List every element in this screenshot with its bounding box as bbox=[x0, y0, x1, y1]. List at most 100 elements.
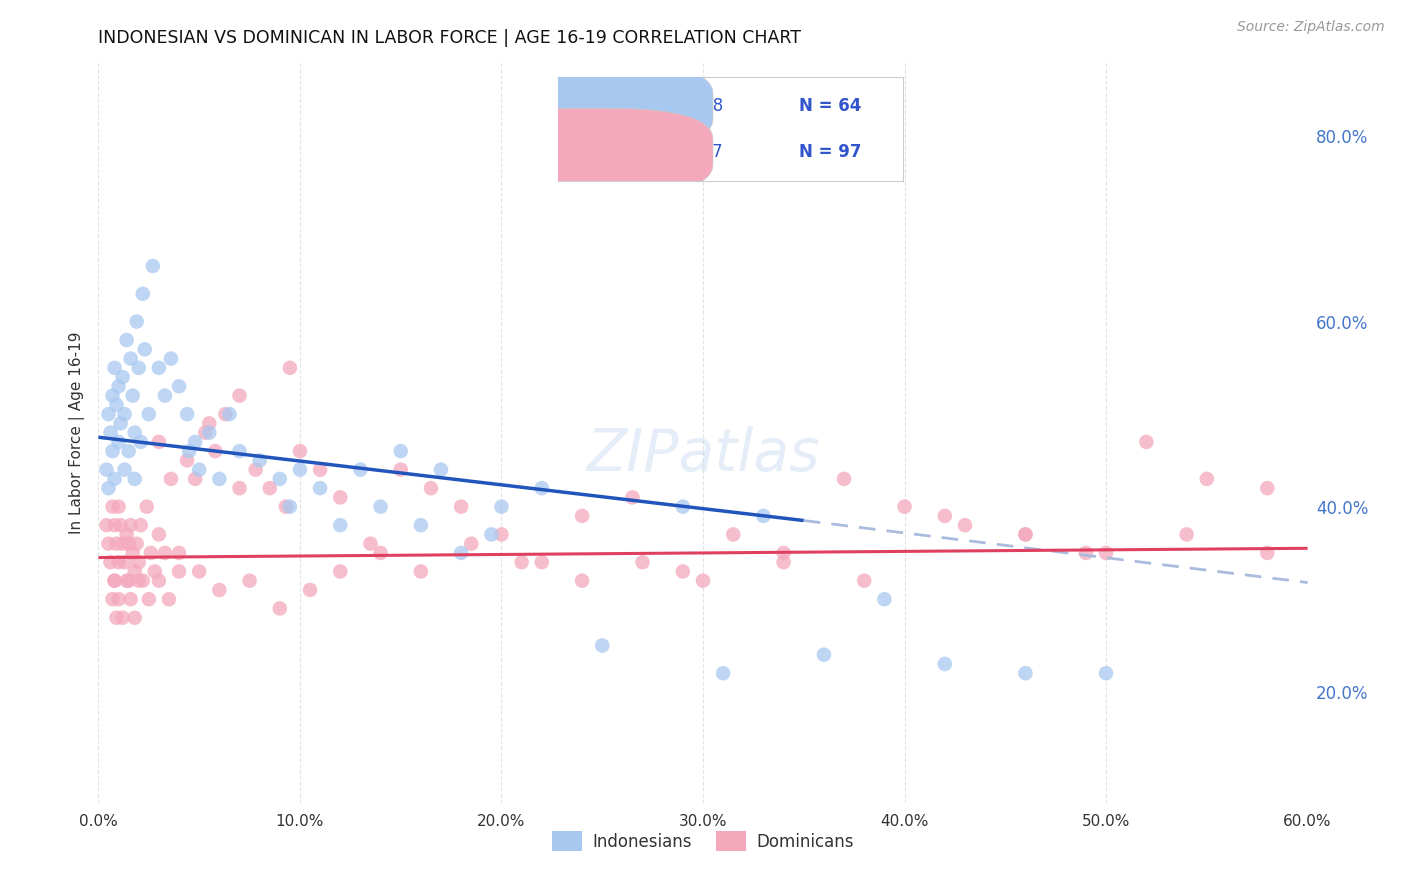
Point bbox=[111, 610, 134, 624]
Point bbox=[107, 434, 129, 449]
Point bbox=[934, 508, 956, 523]
Point bbox=[120, 592, 142, 607]
Point bbox=[121, 389, 143, 403]
Y-axis label: In Labor Force | Age 16-19: In Labor Force | Age 16-19 bbox=[69, 331, 84, 534]
Point bbox=[269, 601, 291, 615]
Point bbox=[198, 425, 221, 440]
Point bbox=[100, 425, 122, 440]
Point bbox=[1135, 434, 1157, 449]
Point bbox=[1014, 666, 1036, 681]
Point bbox=[228, 389, 250, 403]
Point bbox=[208, 472, 231, 486]
Point bbox=[105, 398, 128, 412]
Point bbox=[571, 508, 593, 523]
Point bbox=[132, 286, 155, 301]
Point bbox=[530, 555, 553, 569]
Point bbox=[329, 518, 352, 533]
Point bbox=[153, 389, 176, 403]
Point bbox=[128, 360, 150, 375]
Point bbox=[299, 582, 322, 597]
Point bbox=[96, 518, 118, 533]
Point bbox=[460, 536, 482, 550]
Point bbox=[110, 417, 132, 431]
Point bbox=[103, 574, 125, 588]
Point bbox=[134, 343, 156, 357]
Point bbox=[288, 462, 311, 476]
Point bbox=[1014, 527, 1036, 541]
Point bbox=[176, 407, 198, 421]
Point bbox=[115, 527, 138, 541]
Point bbox=[107, 379, 129, 393]
Point bbox=[329, 565, 352, 579]
Point bbox=[813, 648, 835, 662]
Point bbox=[370, 546, 392, 560]
Point bbox=[360, 536, 382, 550]
Point bbox=[389, 444, 412, 458]
Point bbox=[249, 453, 271, 467]
Point bbox=[115, 574, 138, 588]
Point bbox=[274, 500, 297, 514]
Point bbox=[510, 555, 533, 569]
Point bbox=[103, 472, 125, 486]
Point bbox=[148, 434, 170, 449]
Point bbox=[772, 555, 794, 569]
Point bbox=[278, 360, 301, 375]
Point bbox=[97, 407, 120, 421]
Point bbox=[288, 444, 311, 458]
Point bbox=[157, 592, 180, 607]
Point bbox=[132, 574, 155, 588]
Point bbox=[97, 481, 120, 495]
Point bbox=[139, 546, 162, 560]
Point bbox=[672, 565, 695, 579]
Point bbox=[148, 574, 170, 588]
Point bbox=[128, 555, 150, 569]
Point bbox=[118, 574, 141, 588]
Point bbox=[1074, 546, 1097, 560]
Point bbox=[1195, 472, 1218, 486]
Point bbox=[184, 472, 207, 486]
Point bbox=[772, 546, 794, 560]
Point bbox=[97, 536, 120, 550]
Point bbox=[124, 610, 146, 624]
Point bbox=[1256, 546, 1278, 560]
Point bbox=[103, 360, 125, 375]
Point bbox=[118, 536, 141, 550]
Point bbox=[101, 389, 124, 403]
Point bbox=[214, 407, 236, 421]
Point bbox=[125, 314, 148, 328]
Point bbox=[1095, 666, 1118, 681]
Point bbox=[129, 434, 152, 449]
Point bbox=[430, 462, 453, 476]
Point bbox=[103, 518, 125, 533]
Point bbox=[259, 481, 281, 495]
Point bbox=[160, 351, 183, 366]
Point bbox=[167, 546, 190, 560]
Point bbox=[118, 444, 141, 458]
Point bbox=[491, 527, 513, 541]
Point bbox=[179, 444, 201, 458]
Point bbox=[934, 657, 956, 671]
Point bbox=[188, 565, 211, 579]
Point bbox=[204, 444, 226, 458]
Point bbox=[129, 518, 152, 533]
Point bbox=[228, 444, 250, 458]
Point bbox=[101, 444, 124, 458]
Point bbox=[309, 462, 332, 476]
Point bbox=[105, 610, 128, 624]
Point bbox=[269, 472, 291, 486]
Point bbox=[208, 582, 231, 597]
Point bbox=[124, 425, 146, 440]
Point bbox=[409, 565, 432, 579]
Point bbox=[692, 574, 714, 588]
Point bbox=[450, 500, 472, 514]
Point bbox=[101, 592, 124, 607]
Point bbox=[711, 666, 734, 681]
Point bbox=[218, 407, 240, 421]
Point bbox=[245, 462, 267, 476]
Point bbox=[631, 555, 654, 569]
Point bbox=[148, 360, 170, 375]
Point bbox=[153, 546, 176, 560]
Text: Source: ZipAtlas.com: Source: ZipAtlas.com bbox=[1237, 20, 1385, 34]
Point bbox=[188, 462, 211, 476]
Point bbox=[184, 434, 207, 449]
